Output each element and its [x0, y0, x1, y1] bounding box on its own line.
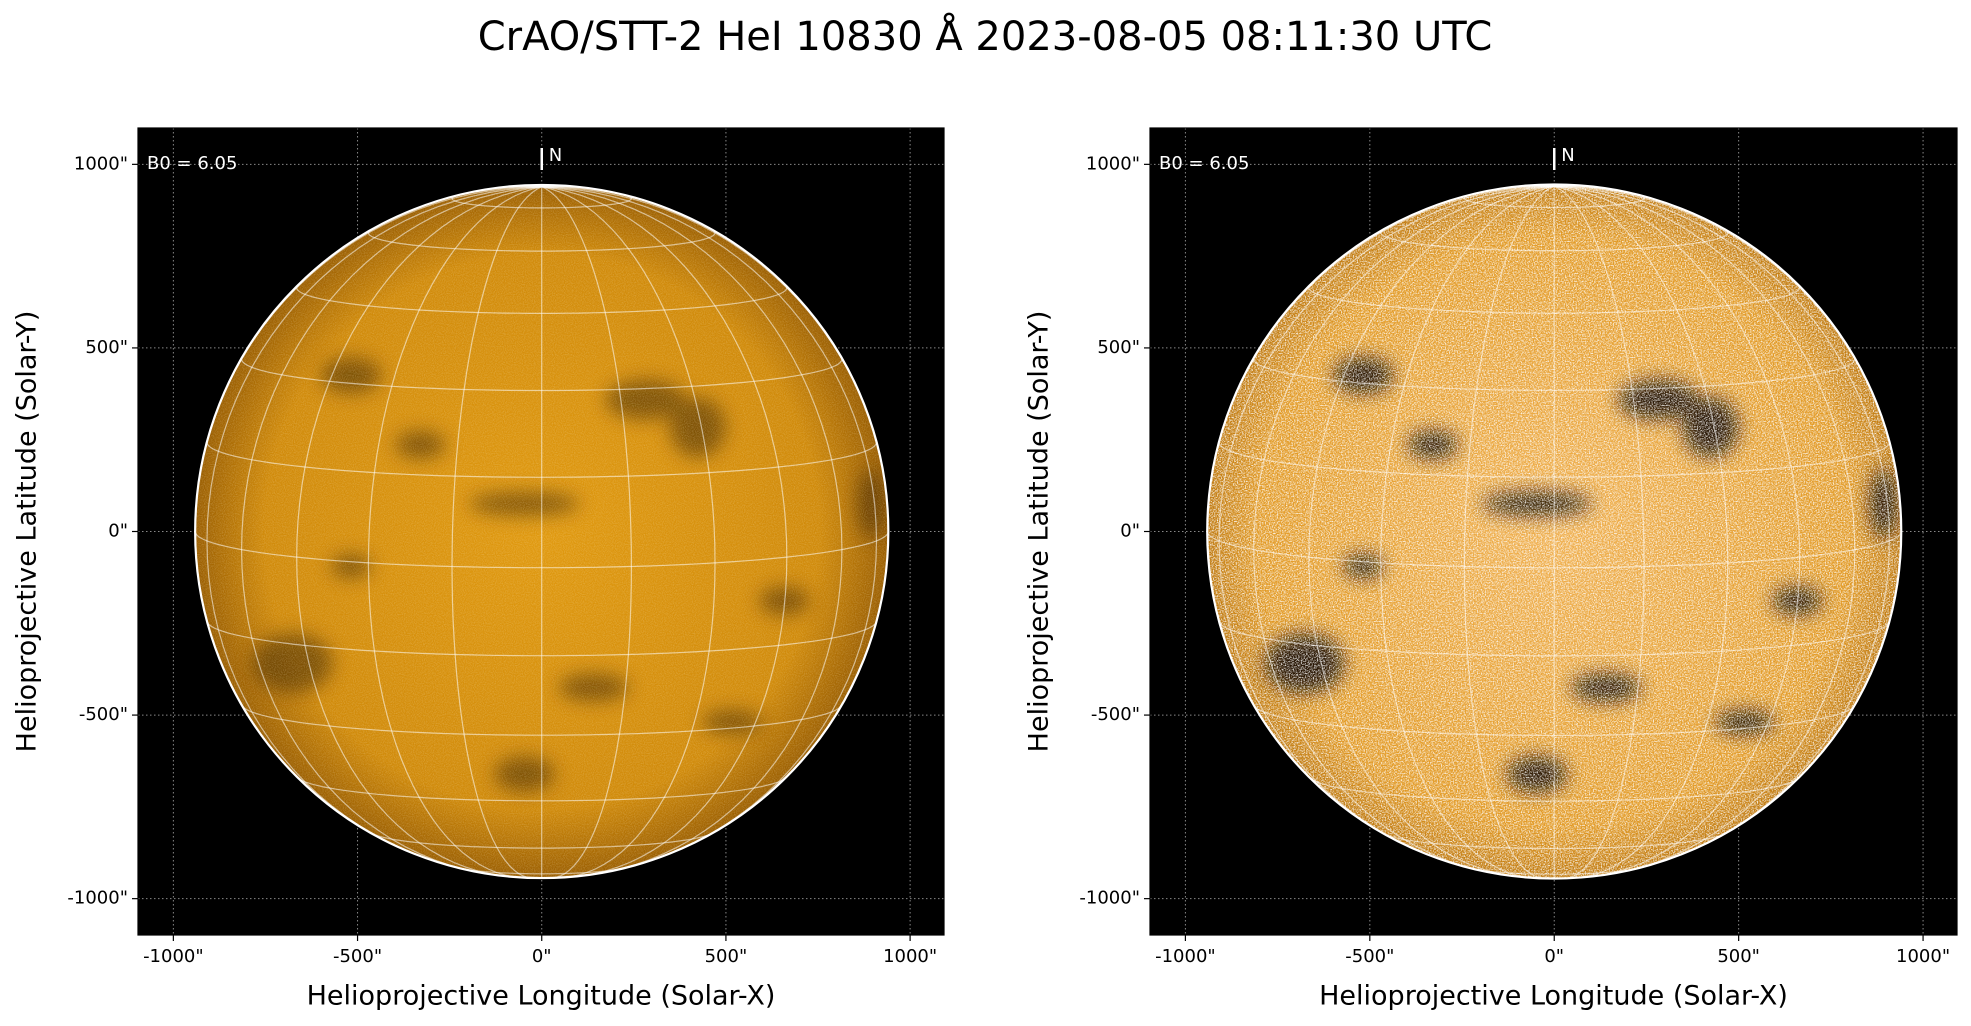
y-tick-label: -1000": [1079, 888, 1140, 909]
limb: [1206, 183, 1903, 880]
heliographic-grid: [1253, 185, 1555, 874]
solar-disk: [1207, 184, 1902, 879]
x-axis-label: Helioprojective Longitude (Solar-X): [307, 981, 776, 1012]
heliographic-grid: [541, 186, 716, 878]
x-tick-label: 500": [1717, 946, 1760, 967]
x-tick-label: -1000": [143, 946, 204, 967]
y-tick-label: -500": [79, 704, 128, 725]
heliographic-grid: [541, 186, 878, 851]
y-tick-label: -1000": [67, 888, 128, 909]
y-tick-label: 0": [1120, 521, 1140, 542]
heliographic-grid: [1554, 185, 1891, 852]
limb: [194, 183, 890, 880]
plot-frame: [137, 127, 945, 936]
y-tick-label: 500": [1097, 337, 1140, 358]
heliographic-grid: [296, 186, 542, 877]
x-tick-label: 1000": [883, 946, 937, 967]
heliographic-grid: [1554, 185, 1801, 877]
b0-annotation: B0 = 6.05: [147, 153, 237, 174]
heliographic-grid: [451, 186, 542, 878]
x-tick-label: -500": [1345, 946, 1394, 967]
x-tick-label: -1000": [1155, 946, 1216, 967]
panel: -1000" -500" 0" 500" 1000" -1000" -500" 0" 500" 1…: [12, 127, 945, 1012]
heliographic-grid: [1554, 185, 1856, 874]
heliographic-grid: [541, 186, 843, 873]
x-tick-label: 500": [705, 946, 748, 967]
heliographic-grid: [240, 186, 542, 873]
y-tick-label: 1000": [74, 153, 128, 174]
y-tick-label: 1000": [1086, 153, 1140, 174]
panel: -1000" -500" 0" 500" 1000" -1000" -500" 0" 500" 1…: [1024, 127, 1958, 1012]
north-label: N: [1561, 145, 1574, 166]
x-tick-label: 0": [1544, 946, 1564, 967]
heliographic-grid: [1308, 185, 1555, 877]
x-tick-label: 1000": [1896, 946, 1950, 967]
figure-title: CrAO/STT-2 HeI 10830 Å 2023-08-05 08:11:…: [478, 12, 1493, 60]
solar-disk: [195, 184, 889, 879]
y-tick-label: -500": [1091, 704, 1140, 725]
y-tick-label: 0": [108, 521, 128, 542]
b0-annotation: B0 = 6.05: [1159, 153, 1249, 174]
heliographic-grid: [1218, 185, 1555, 852]
heliographic-grid: [541, 186, 633, 878]
x-tick-label: 0": [532, 946, 552, 967]
y-tick-label: 500": [85, 337, 128, 358]
plot-frame: [1149, 127, 1958, 936]
y-axis-label: Helioprojective Latitude (Solar-Y): [1024, 311, 1055, 753]
heliographic-grid: [1553, 185, 1645, 879]
heliographic-grid: [367, 186, 542, 878]
heliographic-grid: [206, 186, 542, 851]
north-label: N: [549, 145, 562, 166]
heliographic-grid: [1380, 185, 1555, 878]
x-axis-label: Helioprojective Longitude (Solar-X): [1319, 981, 1788, 1012]
y-axis-label: Helioprojective Latitude (Solar-Y): [12, 311, 43, 753]
heliographic-grid: [541, 186, 788, 877]
heliographic-grid: [1463, 185, 1555, 879]
x-tick-label: -500": [333, 946, 382, 967]
heliographic-grid: [1554, 185, 1729, 878]
